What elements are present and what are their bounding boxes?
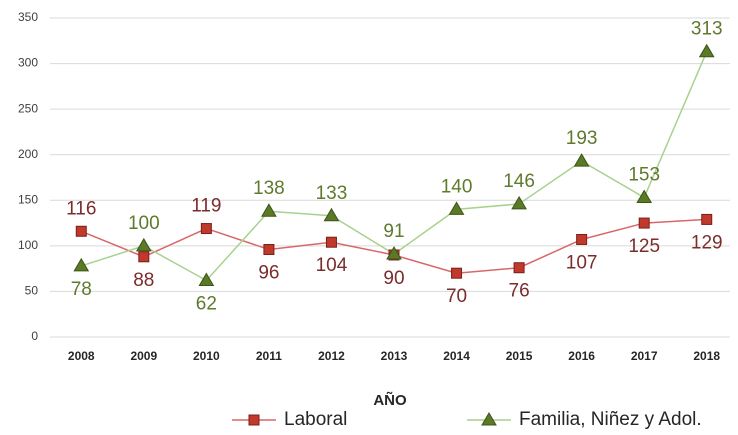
point-marker (513, 262, 525, 274)
point-marker (576, 233, 588, 245)
data-label: 129 (691, 232, 723, 253)
point-marker (135, 237, 152, 252)
point-marker (198, 272, 215, 286)
y-tick-label: 150 (18, 192, 38, 206)
data-label: 76 (509, 281, 530, 302)
x-tick-label: 2012 (318, 349, 345, 363)
y-tick-label: 50 (25, 284, 39, 298)
x-tick-label: 2013 (381, 349, 408, 363)
point-marker (448, 201, 465, 215)
point-marker (261, 203, 277, 217)
x-axis-title: AÑO (373, 391, 407, 409)
data-label: 91 (383, 221, 404, 242)
point-marker (323, 207, 340, 222)
x-tick-label: 2008 (68, 349, 95, 363)
x-tick-label: 2011 (256, 349, 282, 363)
point-marker (698, 43, 715, 58)
legend-marker (248, 414, 260, 426)
y-tick-label: 200 (18, 147, 38, 161)
y-tick-label: 250 (18, 101, 38, 115)
legend-label: Laboral (284, 409, 347, 430)
data-label: 193 (566, 128, 598, 149)
y-tick-label: 100 (18, 238, 38, 252)
data-label: 133 (316, 183, 348, 204)
data-label: 70 (446, 286, 467, 307)
point-marker (636, 189, 653, 204)
data-label: 119 (191, 196, 221, 217)
point-marker (138, 251, 150, 263)
data-label: 153 (628, 165, 660, 186)
x-tick-label: 2017 (631, 349, 658, 363)
point-marker (386, 246, 402, 260)
point-marker (263, 244, 275, 256)
y-tick-label: 300 (18, 56, 38, 70)
x-tick-label: 2016 (568, 349, 595, 363)
x-tick-label: 2015 (506, 349, 533, 363)
data-label: 146 (503, 171, 535, 192)
point-marker (573, 153, 590, 167)
data-label: 90 (383, 268, 404, 289)
data-label: 100 (128, 213, 160, 234)
data-label: 96 (258, 263, 279, 284)
x-tick-label: 2018 (693, 349, 720, 363)
data-label: 313 (691, 19, 723, 40)
data-label: 88 (133, 270, 154, 291)
data-label: 125 (628, 236, 660, 257)
x-tick-label: 2010 (193, 349, 220, 363)
data-label: 78 (71, 279, 92, 300)
y-tick-label: 0 (31, 329, 38, 343)
point-marker (325, 236, 337, 248)
point-marker (75, 225, 87, 237)
data-label: 107 (566, 252, 598, 273)
x-tick-label: 2009 (130, 349, 157, 363)
data-label: 138 (253, 178, 285, 199)
y-tick-label: 350 (18, 10, 38, 24)
point-marker (73, 257, 90, 272)
legend-marker (481, 412, 497, 426)
data-label: 140 (441, 176, 473, 197)
data-label: 62 (196, 294, 217, 315)
point-marker (638, 217, 650, 229)
point-marker (451, 267, 463, 279)
point-marker (701, 213, 713, 225)
point-marker (511, 195, 527, 210)
data-label: 116 (66, 198, 96, 219)
data-label: 104 (316, 255, 348, 276)
point-marker (200, 223, 212, 235)
x-tick-label: 2014 (443, 349, 470, 363)
legend-label: Familia, Niñez y Adol. (519, 409, 702, 430)
